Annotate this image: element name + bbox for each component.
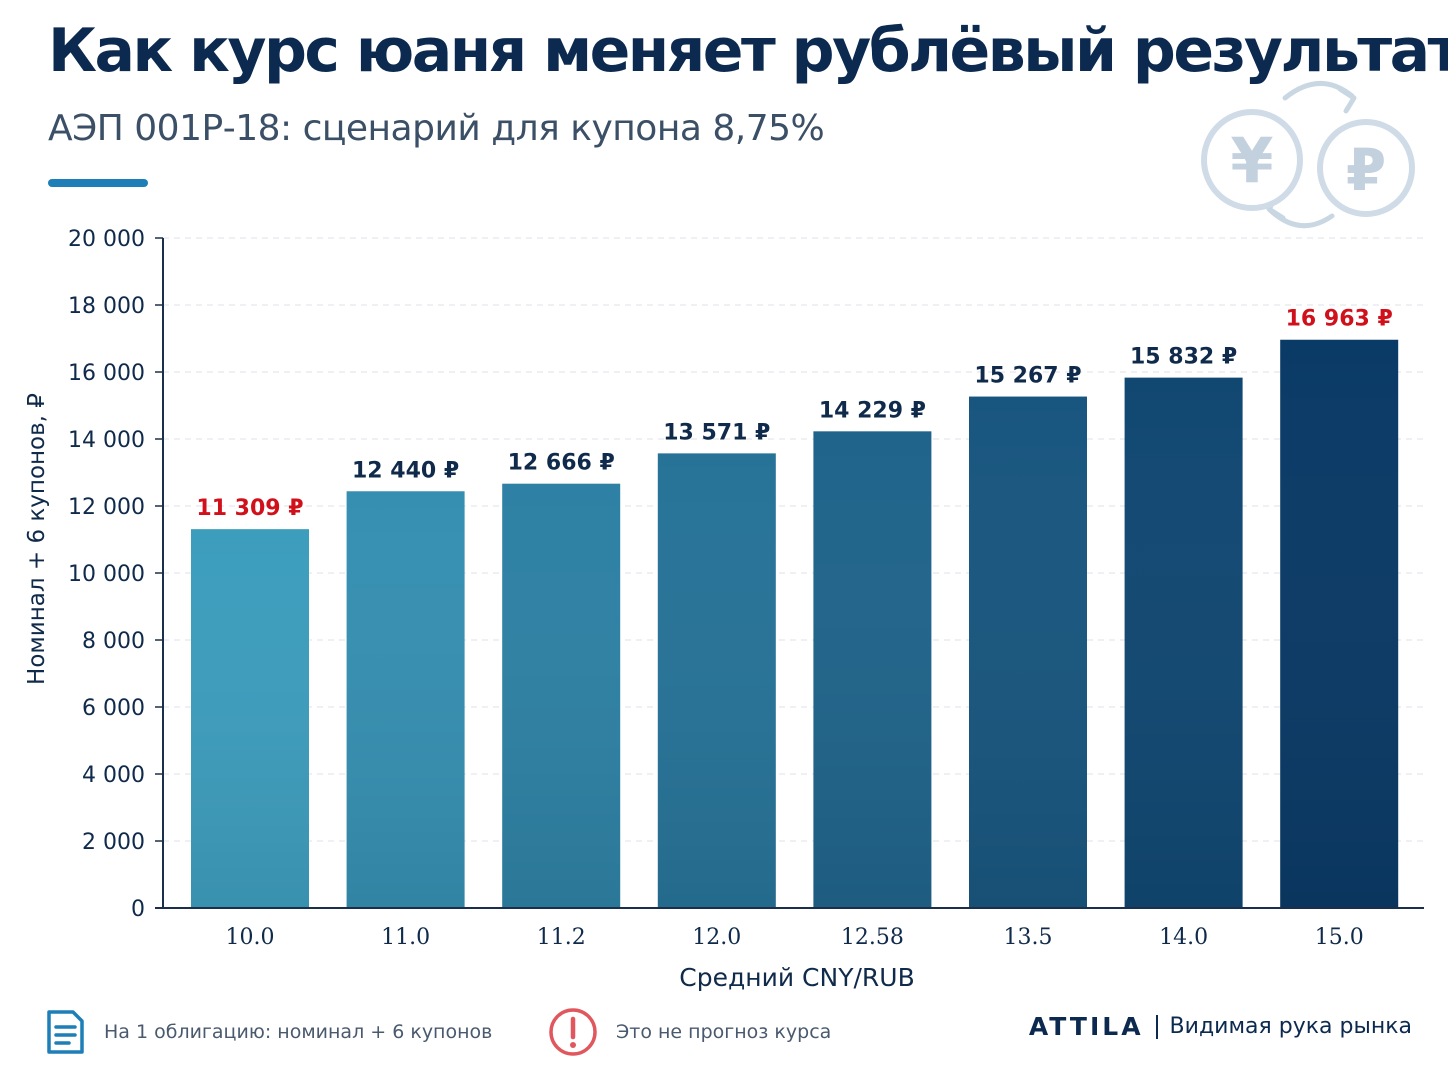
y-tick-label: 20 000	[68, 227, 145, 252]
y-tick-label: 12 000	[68, 495, 145, 520]
bar-shade	[191, 529, 309, 908]
footnote-per-bond: На 1 облигацию: номинал + 6 купонов	[44, 1006, 492, 1058]
y-tick-labels: 0 2 000 4 000 6 000 8 000 10 000 12 000 14 000 1…	[68, 227, 145, 922]
yuan-coin-icon: ¥	[1201, 109, 1303, 211]
x-tick-label: 15.0	[1315, 925, 1364, 950]
y-tick-label: 6 000	[82, 696, 145, 721]
bar-value-label: 12 666 ₽	[508, 451, 615, 476]
bar-value-label: 15 267 ₽	[974, 364, 1081, 389]
x-tick-label: 13.5	[1004, 925, 1053, 950]
x-tick-labels: 10.0 11.0 11.2 12.0 12.58 13.5 14.0 15.0	[226, 925, 1364, 950]
title-accent-bar	[48, 179, 148, 187]
y-tick-label: 18 000	[68, 294, 145, 319]
currency-exchange-illustration: ¥ ₽	[1201, 81, 1415, 229]
bar-value-label: 14 229 ₽	[819, 398, 926, 423]
y-tick-label: 2 000	[82, 830, 145, 855]
brand-signature: ATTILA Видимая рука рынка	[1029, 1012, 1412, 1041]
bar-value-label: 13 571 ₽	[663, 420, 770, 445]
x-tick-label: 14.0	[1159, 925, 1208, 950]
footnote-disclaimer: Это не прогноз курса	[548, 1006, 831, 1058]
footnote-per-bond-text: На 1 облигацию: номинал + 6 купонов	[104, 1021, 493, 1043]
x-tick-label: 10.0	[226, 925, 275, 950]
y-tick-label: 0	[131, 897, 145, 922]
bar-shade	[813, 431, 932, 908]
ruble-coin-icon: ₽	[1317, 119, 1415, 217]
y-tick-label: 14 000	[68, 428, 145, 453]
x-tick-label: 11.0	[381, 925, 430, 950]
x-tick-label: 12.58	[841, 925, 904, 950]
page-title: Как курс юаня меняет рублёвый результат	[48, 16, 1448, 86]
bar-value-label: 12 440 ₽	[352, 458, 459, 483]
bar-chart: 0 2 000 4 000 6 000 8 000 10 000 12 000 14 000 1…	[24, 227, 1424, 992]
bar-shade	[502, 483, 621, 908]
brand-tagline: Видимая рука рынка	[1169, 1014, 1412, 1039]
warning-icon	[549, 1008, 597, 1056]
chart-bars	[191, 339, 1399, 908]
bar-shade	[346, 491, 465, 908]
bar-shade	[657, 453, 776, 908]
x-tick-label: 12.0	[692, 925, 741, 950]
brand-separator	[1155, 1014, 1158, 1039]
ruble-symbol: ₽	[1346, 136, 1386, 204]
page-subtitle: АЭП 001Р-18: сценарий для купона 8,75%	[48, 108, 825, 149]
bar-value-label: 15 832 ₽	[1130, 345, 1237, 370]
document-icon	[47, 1010, 84, 1054]
brand-name: ATTILA	[1028, 1012, 1144, 1041]
bar-shade	[1280, 339, 1399, 908]
y-tick-label: 16 000	[68, 361, 145, 386]
y-tick-label: 10 000	[68, 562, 145, 587]
bar-value-labels: 11 309 ₽ 12 440 ₽ 12 666 ₽ 13 571 ₽ 14 229 ₽…	[196, 307, 1392, 521]
bar-shade	[969, 396, 1087, 908]
chart-axes	[155, 238, 1424, 909]
y-axis-title: Номинал + 6 купонов, ₽	[24, 393, 50, 685]
x-axis-title: Средний CNY/RUB	[679, 963, 914, 992]
bar-value-label: 16 963 ₽	[1286, 307, 1393, 332]
bar-value-label: 11 309 ₽	[196, 496, 303, 521]
footnote-disclaimer-text: Это не прогноз курса	[616, 1021, 832, 1043]
yuan-symbol: ¥	[1230, 124, 1273, 197]
bar-shade	[1124, 377, 1243, 908]
x-tick-label: 11.2	[537, 925, 586, 950]
y-tick-label: 8 000	[82, 629, 145, 654]
y-tick-label: 4 000	[82, 763, 145, 788]
